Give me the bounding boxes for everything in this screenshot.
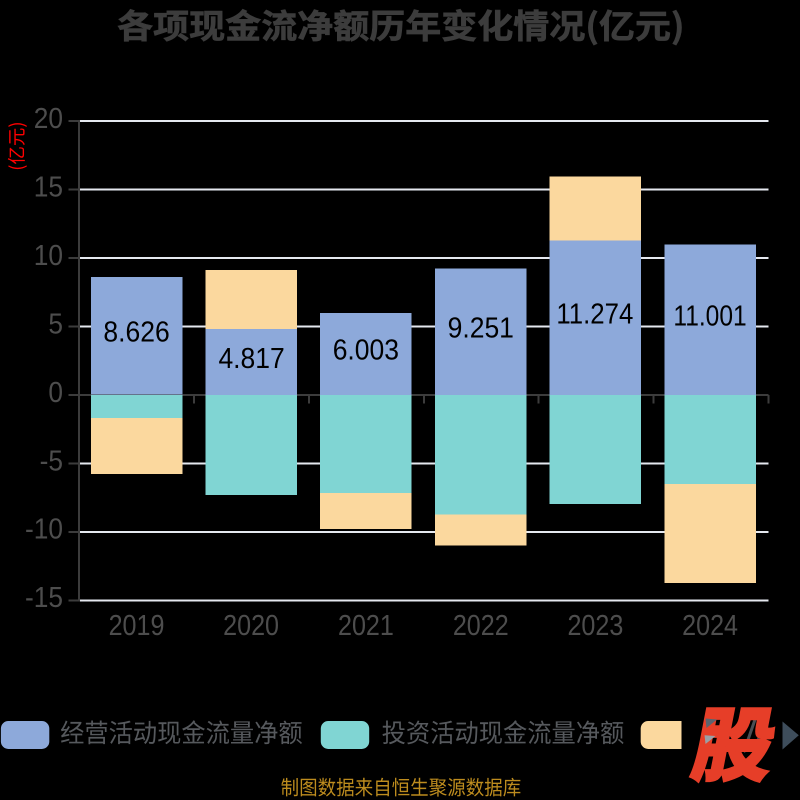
svg-text:2022: 2022	[453, 610, 509, 642]
svg-text:2020: 2020	[223, 610, 279, 642]
svg-text:-5: -5	[40, 445, 63, 477]
svg-text:2021: 2021	[338, 610, 394, 642]
svg-text:-15: -15	[25, 582, 63, 614]
svg-text:8.626: 8.626	[103, 317, 169, 349]
svg-text:-10: -10	[25, 514, 63, 546]
svg-text:20: 20	[34, 103, 63, 135]
svg-text:0: 0	[48, 377, 63, 409]
svg-text:2019: 2019	[109, 610, 165, 642]
svg-text:9.251: 9.251	[448, 312, 514, 344]
svg-text:6.003: 6.003	[333, 335, 399, 367]
svg-text:2023: 2023	[567, 610, 623, 642]
svg-text:11.274: 11.274	[556, 299, 633, 331]
svg-text:5: 5	[48, 308, 63, 340]
svg-text:2024: 2024	[682, 610, 738, 642]
svg-text:15: 15	[34, 171, 63, 203]
svg-text:11.001: 11.001	[673, 301, 746, 333]
svg-text:10: 10	[34, 240, 63, 272]
svg-text:4.817: 4.817	[218, 343, 284, 375]
